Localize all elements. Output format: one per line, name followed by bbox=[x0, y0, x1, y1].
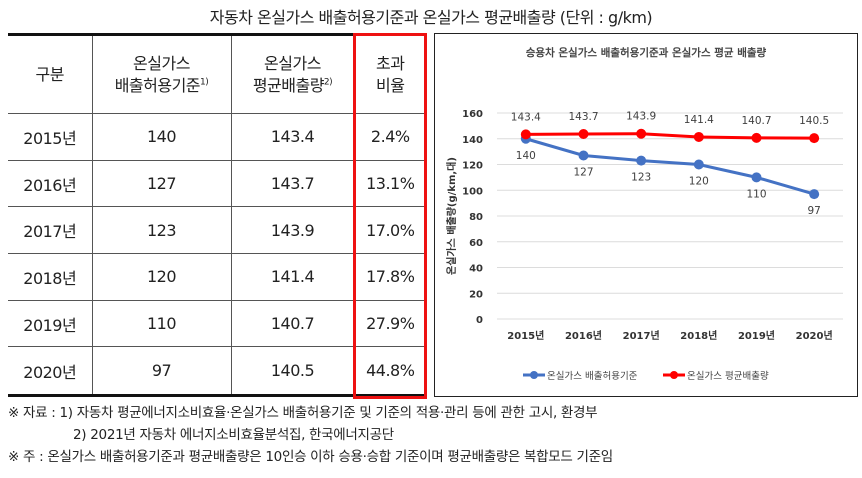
cell-average: 140.5 bbox=[230, 346, 355, 397]
notes: ※ 자료 : 1) 자동차 평균에너지소비효율·온실가스 배출허용기준 및 기준… bbox=[8, 402, 613, 468]
header-average-line1: 온실가스 bbox=[264, 53, 321, 73]
y-axis-label: 온실가스 배출량(g/km,대) bbox=[445, 157, 458, 275]
cell-ratio: 2.4% bbox=[353, 113, 426, 161]
header-ratio-line1: 초과 bbox=[376, 53, 405, 73]
data-point bbox=[809, 133, 820, 144]
header-standard-line1: 온실가스 bbox=[133, 53, 190, 73]
x-tick-label: 2015년 bbox=[507, 329, 544, 342]
x-tick-label: 2018년 bbox=[680, 329, 717, 342]
header-ratio: 초과 비율 bbox=[353, 33, 426, 114]
data-label: 127 bbox=[573, 166, 593, 178]
cell-ratio: 17.0% bbox=[353, 206, 426, 255]
cell-ratio: 13.1% bbox=[353, 159, 426, 208]
cell-average: 143.7 bbox=[230, 159, 355, 208]
cell-year: 2019년 bbox=[8, 299, 93, 348]
cell-ratio: 27.9% bbox=[353, 299, 426, 348]
legend-marker-icon bbox=[530, 371, 538, 379]
series-line bbox=[525, 137, 815, 196]
chart-canvas: 승용차 온실가스 배출허용기준과 온실가스 평균 배출량 0 20 40 60 80 100… bbox=[445, 46, 843, 382]
data-label: 120 bbox=[689, 176, 709, 188]
y-tick-label: 100 bbox=[462, 186, 483, 197]
data-label: 143.9 bbox=[626, 111, 656, 123]
table-row: 2019년 110 140.7 27.9% bbox=[8, 299, 426, 348]
data-label: 141.4 bbox=[684, 114, 714, 126]
emission-table: 구분 온실가스 배출허용기준1) 온실가스 평균배출량2) 초과 비율 2015… bbox=[8, 33, 426, 397]
cell-ratio: 17.8% bbox=[353, 253, 426, 301]
x-tick-label: 2017년 bbox=[623, 329, 660, 342]
legend-marker-icon bbox=[670, 371, 678, 379]
table-row: 2020년 97 140.5 44.8% bbox=[8, 346, 426, 397]
cell-standard: 120 bbox=[91, 253, 232, 301]
footnote-2: 2) bbox=[323, 77, 333, 88]
y-tick-label: 20 bbox=[469, 289, 483, 300]
data-point bbox=[578, 150, 589, 161]
source-note-1: ※ 자료 : 1) 자동차 평균에너지소비효율·온실가스 배출허용기준 및 기준… bbox=[8, 405, 598, 421]
data-point bbox=[636, 155, 647, 166]
data-label: 110 bbox=[746, 188, 766, 200]
data-point bbox=[809, 189, 820, 200]
cell-year: 2017년 bbox=[8, 206, 93, 255]
data-label: 140.7 bbox=[741, 115, 771, 127]
chart-title: 승용차 온실가스 배출허용기준과 온실가스 평균 배출량 bbox=[526, 46, 767, 59]
y-tick-label: 120 bbox=[462, 161, 483, 172]
data-point bbox=[751, 172, 762, 183]
page-title: 자동차 온실가스 배출허용기준과 온실가스 평균배출량 (단위 : g/km) bbox=[209, 8, 653, 27]
legend-label: 온실가스 배출허용기준 bbox=[547, 371, 638, 382]
y-tick-label: 160 bbox=[462, 109, 483, 120]
source-note-2: 2) 2021년 자동차 에너지소비효율분석집, 한국에너지공단 bbox=[73, 427, 394, 443]
data-point bbox=[751, 132, 762, 143]
cell-standard: 123 bbox=[91, 206, 232, 255]
y-tick-label: 0 bbox=[476, 315, 483, 326]
data-label: 143.4 bbox=[511, 111, 541, 123]
x-tick-label: 2019년 bbox=[738, 329, 775, 342]
cell-standard: 127 bbox=[91, 159, 232, 208]
table-row: 2015년 140 143.4 2.4% bbox=[8, 113, 426, 161]
legend-label: 온실가스 평균배출량 bbox=[687, 370, 769, 382]
y-tick-label: 140 bbox=[462, 135, 483, 146]
data-label: 140.5 bbox=[799, 115, 829, 127]
header-category: 구분 bbox=[8, 33, 93, 114]
cell-standard: 97 bbox=[91, 346, 232, 397]
cell-year: 2020년 bbox=[8, 346, 93, 397]
header-average: 온실가스 평균배출량2) bbox=[230, 33, 355, 114]
y-tick-label: 40 bbox=[469, 264, 483, 275]
cell-year: 2016년 bbox=[8, 159, 93, 208]
data-point bbox=[693, 159, 704, 170]
header-standard: 온실가스 배출허용기준1) bbox=[91, 33, 232, 114]
table-header-row: 구분 온실가스 배출허용기준1) 온실가스 평균배출량2) 초과 비율 bbox=[8, 33, 426, 114]
cell-ratio: 44.8% bbox=[353, 346, 426, 397]
header-ratio-line2: 비율 bbox=[376, 75, 405, 95]
cell-year: 2015년 bbox=[8, 113, 93, 161]
table-row: 2018년 120 141.4 17.8% bbox=[8, 253, 426, 301]
cell-average: 143.9 bbox=[230, 206, 355, 255]
line-chart: 승용차 온실가스 배출허용기준과 온실가스 평균 배출량 0 20 40 60 80 100… bbox=[434, 33, 858, 397]
data-label: 140 bbox=[516, 150, 536, 162]
cell-standard: 110 bbox=[91, 299, 232, 348]
cell-standard: 140 bbox=[91, 113, 232, 161]
header-standard-line2: 배출허용기준 bbox=[114, 75, 201, 95]
data-point bbox=[520, 129, 531, 140]
series-line bbox=[525, 132, 815, 140]
header-average-line2: 평균배출량 bbox=[252, 75, 325, 95]
x-tick-label: 2020년 bbox=[796, 329, 833, 342]
table-row: 2016년 127 143.7 13.1% bbox=[8, 159, 426, 208]
data-label: 97 bbox=[807, 205, 820, 217]
footnote-1: 1) bbox=[200, 77, 209, 88]
data-label: 123 bbox=[631, 172, 651, 184]
y-tick-label: 60 bbox=[469, 238, 483, 249]
y-tick-label: 80 bbox=[469, 212, 483, 223]
cell-average: 140.7 bbox=[230, 299, 355, 348]
x-tick-label: 2016년 bbox=[565, 329, 602, 342]
data-point bbox=[693, 131, 704, 142]
data-label: 143.7 bbox=[568, 111, 598, 123]
cell-year: 2018년 bbox=[8, 253, 93, 301]
cell-average: 141.4 bbox=[230, 253, 355, 301]
remark-note: ※ 주 : 온실가스 배출허용기준과 평균배출량은 10인승 이하 승용·승합 … bbox=[8, 449, 613, 465]
cell-average: 143.4 bbox=[230, 113, 355, 161]
table-row: 2017년 123 143.9 17.0% bbox=[8, 206, 426, 255]
data-point bbox=[578, 128, 589, 139]
data-point bbox=[636, 128, 647, 139]
